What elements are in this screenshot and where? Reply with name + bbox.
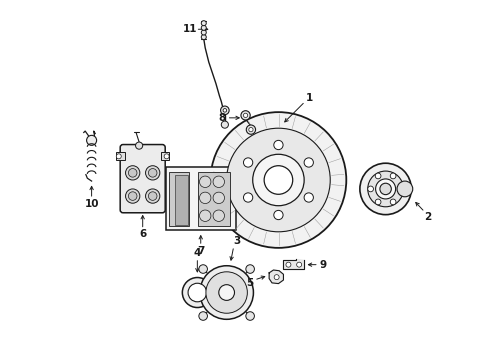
Circle shape — [145, 166, 160, 180]
Circle shape — [374, 173, 380, 179]
Bar — [169, 172, 189, 226]
Text: 5: 5 — [246, 278, 253, 288]
Circle shape — [201, 30, 206, 35]
Circle shape — [243, 158, 252, 167]
Circle shape — [199, 265, 207, 273]
Circle shape — [375, 179, 395, 199]
Circle shape — [248, 127, 253, 132]
Circle shape — [220, 106, 229, 114]
Circle shape — [396, 181, 412, 197]
Circle shape — [285, 262, 290, 267]
Circle shape — [218, 285, 234, 300]
Circle shape — [128, 168, 137, 177]
Circle shape — [201, 21, 206, 26]
Circle shape — [201, 35, 206, 40]
Circle shape — [264, 166, 292, 194]
Circle shape — [213, 176, 224, 188]
Circle shape — [200, 266, 253, 319]
Bar — [165, 167, 235, 230]
Circle shape — [182, 278, 212, 307]
Text: 11: 11 — [183, 24, 197, 34]
Circle shape — [246, 125, 255, 134]
Bar — [198, 172, 230, 226]
Circle shape — [374, 199, 380, 205]
Circle shape — [245, 312, 254, 320]
Polygon shape — [268, 270, 283, 284]
Circle shape — [245, 265, 254, 273]
Circle shape — [128, 192, 137, 201]
FancyBboxPatch shape — [120, 145, 165, 213]
Bar — [175, 175, 188, 225]
Circle shape — [304, 193, 313, 202]
Circle shape — [213, 192, 224, 203]
Circle shape — [201, 25, 206, 30]
Circle shape — [116, 154, 121, 159]
Circle shape — [188, 283, 206, 302]
Circle shape — [199, 210, 210, 221]
Circle shape — [145, 189, 160, 203]
Text: 4: 4 — [193, 248, 201, 258]
Text: 7: 7 — [197, 246, 204, 256]
Text: 8: 8 — [218, 113, 225, 123]
Text: 3: 3 — [233, 237, 241, 247]
Circle shape — [379, 183, 390, 195]
Circle shape — [359, 163, 410, 215]
Bar — [160, 152, 169, 160]
Circle shape — [252, 154, 304, 206]
Circle shape — [125, 166, 140, 180]
Circle shape — [274, 275, 279, 280]
Circle shape — [389, 173, 395, 179]
Circle shape — [273, 210, 283, 220]
Circle shape — [213, 210, 224, 221]
Circle shape — [241, 111, 250, 120]
Text: 6: 6 — [139, 229, 146, 239]
Circle shape — [367, 171, 403, 207]
Circle shape — [397, 186, 403, 192]
Circle shape — [148, 168, 157, 177]
Circle shape — [125, 189, 140, 203]
Circle shape — [86, 135, 97, 145]
Text: 10: 10 — [84, 199, 99, 209]
Circle shape — [367, 186, 373, 192]
Circle shape — [205, 272, 247, 313]
Circle shape — [223, 109, 226, 112]
Circle shape — [296, 262, 301, 267]
Circle shape — [273, 140, 283, 150]
Circle shape — [199, 192, 210, 203]
Circle shape — [389, 199, 395, 205]
Circle shape — [243, 193, 252, 202]
Circle shape — [135, 142, 142, 149]
Bar — [116, 152, 124, 160]
Text: 1: 1 — [305, 93, 312, 103]
Text: 2: 2 — [423, 212, 430, 222]
Circle shape — [304, 158, 313, 167]
Circle shape — [243, 113, 247, 117]
Circle shape — [199, 176, 210, 188]
Circle shape — [164, 154, 169, 159]
Circle shape — [226, 128, 329, 232]
Circle shape — [199, 312, 207, 320]
Circle shape — [148, 192, 157, 201]
Circle shape — [210, 112, 346, 248]
Text: 9: 9 — [319, 260, 326, 270]
Polygon shape — [283, 258, 303, 269]
Circle shape — [221, 121, 228, 128]
